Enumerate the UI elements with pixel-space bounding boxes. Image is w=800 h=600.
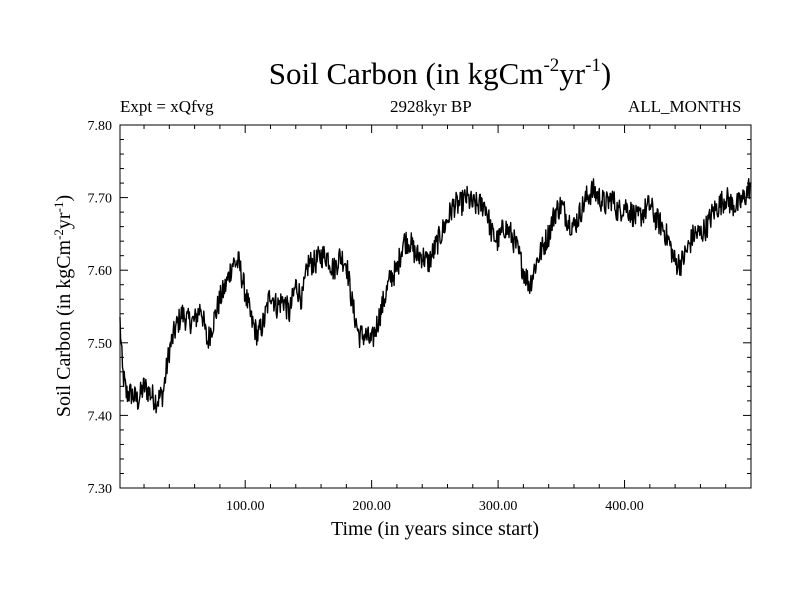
x-tick-label: 300.00	[479, 499, 518, 514]
x-axis-ticks: 100.00 200.00 300.00 400.00	[143, 125, 752, 514]
y-axis-label: Soil Carbon (in kgCm-2yr-1)	[51, 195, 75, 417]
experiment-label: Expt = xQfvg	[120, 97, 214, 116]
soil-carbon-series-line	[119, 178, 752, 414]
y-tick-label: 7.40	[88, 409, 113, 424]
y-tick-label: 7.60	[88, 264, 113, 279]
period-label: 2928kyr BP	[390, 97, 472, 116]
x-tick-label: 200.00	[352, 499, 391, 514]
plot-frame	[119, 124, 752, 489]
chart-title: Soil Carbon (in kgCm-2yr-1)	[268, 54, 612, 91]
x-axis-label: Time (in years since start)	[331, 518, 539, 540]
y-tick-label: 7.50	[88, 337, 113, 352]
y-tick-label: 7.80	[88, 119, 113, 134]
y-tick-label: 7.30	[88, 482, 113, 497]
x-tick-label: 100.00	[226, 499, 265, 514]
months-label: ALL_MONTHS	[628, 97, 742, 116]
x-tick-label: 400.00	[605, 499, 644, 514]
y-axis-ticks: 7.30 7.40 7.50 7.60 7.70 7.80	[88, 119, 751, 497]
y-tick-label: 7.70	[88, 192, 113, 207]
